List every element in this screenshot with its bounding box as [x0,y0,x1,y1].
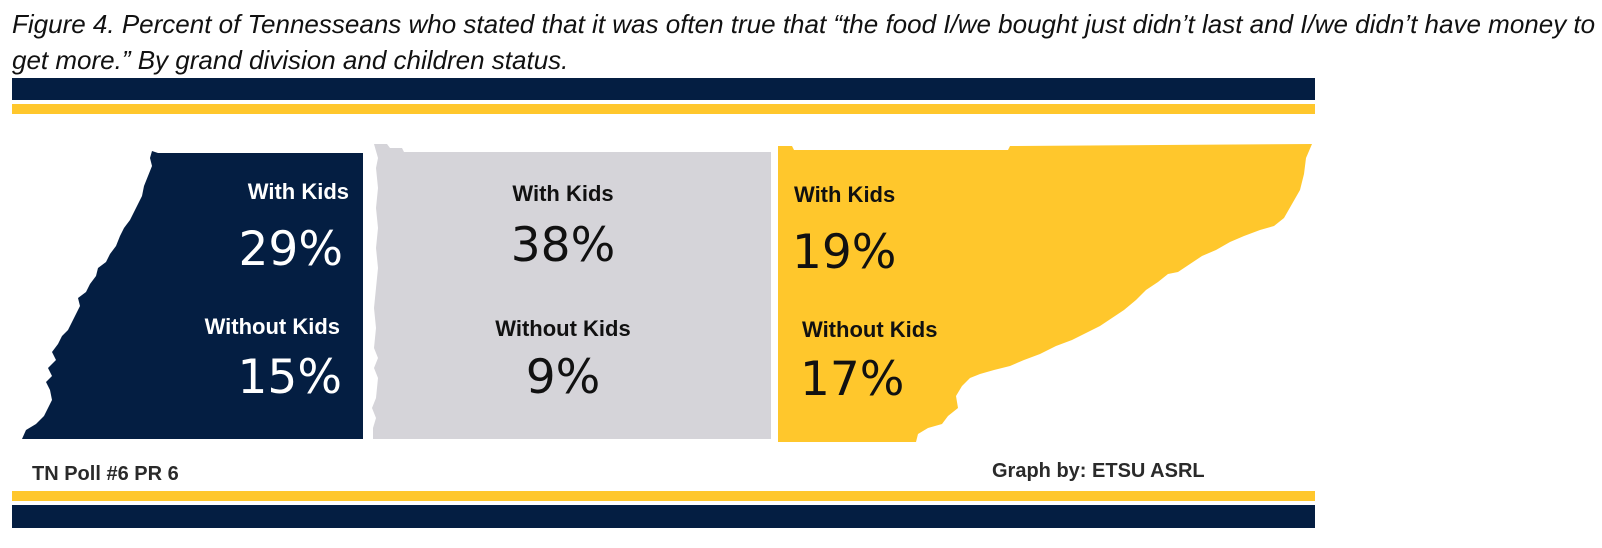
west-without-kids-value: 15% [237,350,342,405]
middle-with-kids-label: With Kids [512,181,614,206]
east-without-kids-label: Without Kids [802,317,938,342]
east-with-kids-label: With Kids [794,182,896,207]
east-without-kids-value: 17% [800,352,905,407]
poll-source-label: TN Poll #6 PR 6 [32,463,179,485]
tennessee-map [22,144,1312,442]
top-gold-stripe [12,104,1315,114]
bottom-navy-band [12,505,1315,528]
middle-without-kids-label: Without Kids [495,316,631,341]
bottom-gold-stripe [12,491,1315,501]
west-with-kids-label: With Kids [247,179,349,204]
region-east [778,144,1312,442]
east-with-kids-value: 19% [792,225,897,280]
graph-credit-label: Graph by: ETSU ASRL [992,460,1205,482]
middle-with-kids-value: 38% [510,218,616,273]
region-middle [372,144,771,439]
west-without-kids-label: Without Kids [204,314,340,339]
region-west [22,151,363,439]
top-navy-band [12,78,1315,100]
figure-caption: Figure 4. Percent of Tennesseans who sta… [12,9,1596,75]
infographic: With Kids 29% Without Kids 15% With Kids… [12,78,1315,528]
middle-without-kids-value: 9% [525,350,601,405]
west-with-kids-value: 29% [238,222,343,277]
